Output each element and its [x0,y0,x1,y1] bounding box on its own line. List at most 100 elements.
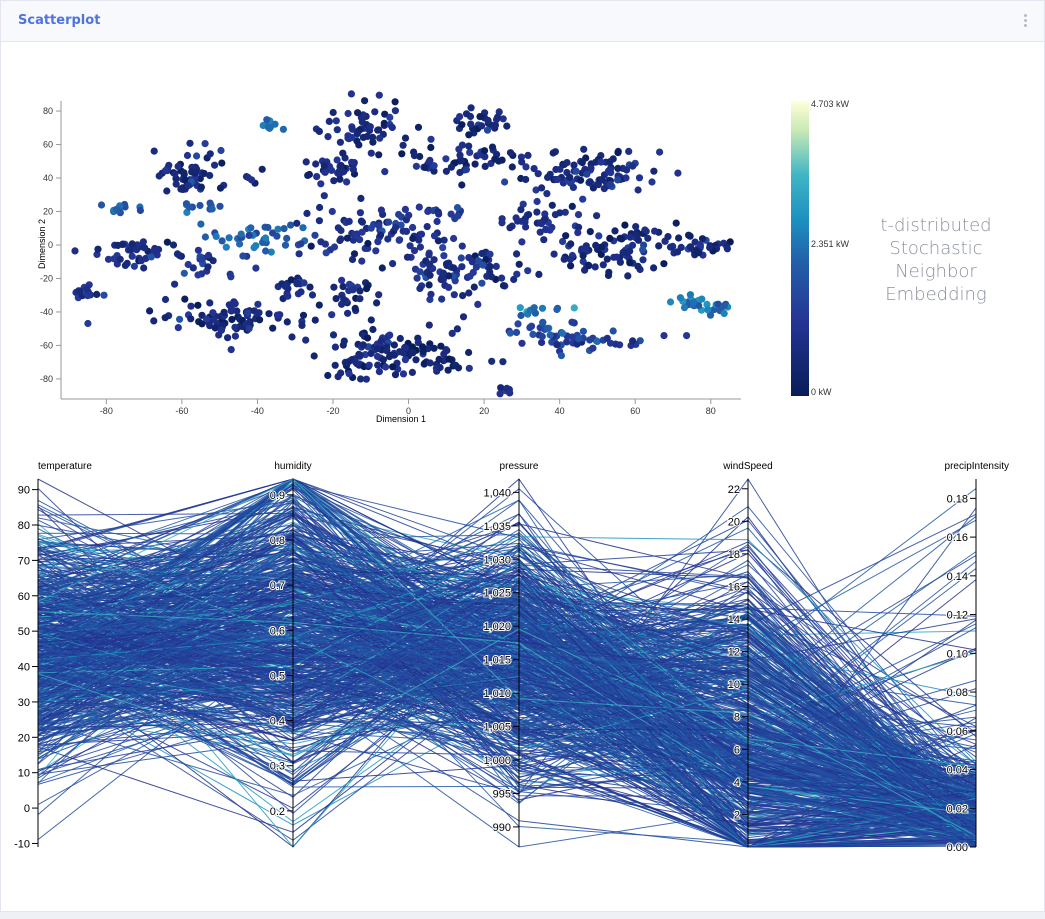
scatter-point[interactable] [174,162,182,170]
scatter-point[interactable] [273,232,281,240]
scatter-point[interactable] [450,291,458,299]
scatter-point[interactable] [330,177,338,185]
scatter-point[interactable] [632,223,640,231]
scatter-point[interactable] [399,349,407,357]
scatter-point[interactable] [427,143,435,152]
scatter-point[interactable] [425,281,433,289]
vertical-ellipsis-icon[interactable] [1019,13,1031,29]
scatter-point[interactable] [538,304,547,312]
scatter-point[interactable] [486,262,494,271]
scatter-point[interactable] [188,168,196,176]
scatter-point[interactable] [479,261,487,269]
scatter-point[interactable] [706,244,714,252]
scatter-point[interactable] [340,337,348,345]
scatter-point[interactable] [310,352,318,360]
scatter-point[interactable] [488,143,497,151]
scatter-point[interactable] [351,231,359,239]
scatter-point[interactable] [220,308,228,316]
scatter-point[interactable] [529,330,537,338]
scatter-point[interactable] [447,163,455,171]
scatter-point[interactable] [456,168,464,177]
scatter-point[interactable] [553,341,561,349]
scatter-point[interactable] [287,221,295,229]
scatter-point[interactable] [581,245,589,253]
scatter-point[interactable] [402,227,411,235]
scatter-point[interactable] [438,295,446,303]
scatter-point[interactable] [466,272,474,280]
scatter-point[interactable] [415,203,423,211]
scatter-point[interactable] [563,338,571,346]
scatter-point[interactable] [118,240,127,249]
scatter-point[interactable] [252,264,260,272]
scatter-point[interactable] [349,236,357,244]
scatter-point[interactable] [634,186,642,194]
scatter-point[interactable] [345,280,354,288]
scatter-point[interactable] [427,135,435,143]
scatter-point[interactable] [634,262,642,270]
scatter-point[interactable] [430,232,439,240]
scatter-point[interactable] [430,256,438,264]
scatter-point[interactable] [83,285,91,293]
scatter-point[interactable] [524,151,532,159]
scatter-point[interactable] [497,384,505,392]
scatter-point[interactable] [363,285,371,293]
scatter-point[interactable] [474,257,482,265]
scatter-point[interactable] [348,133,356,142]
scatter-point[interactable] [536,228,544,236]
scatter-point[interactable] [335,168,343,176]
scatter-point[interactable] [635,174,644,182]
scatter-point[interactable] [626,259,634,267]
scatter-point[interactable] [513,270,521,278]
scatter-point[interactable] [139,238,147,246]
scatter-point[interactable] [570,304,578,312]
scatter-point[interactable] [421,163,429,171]
scatter-point[interactable] [458,181,466,189]
scatter-point[interactable] [76,287,84,295]
scatter-point[interactable] [515,260,523,268]
scatter-point[interactable] [375,151,383,159]
scatter-point[interactable] [538,332,546,341]
scatter-point[interactable] [366,123,374,131]
scatter-point[interactable] [210,316,218,324]
scatter-point[interactable] [483,126,492,134]
scatter-point[interactable] [471,160,479,168]
scatter-point[interactable] [506,389,514,397]
scatter-point[interactable] [302,336,310,344]
scatter-point[interactable] [373,299,381,307]
scatter-point[interactable] [675,234,683,242]
scatter-point[interactable] [244,309,252,317]
scatter-point[interactable] [459,292,467,300]
scatter-point[interactable] [426,271,434,279]
scatter-point[interactable] [674,169,682,177]
scatter-point[interactable] [660,332,668,340]
scatter-point[interactable] [224,334,232,342]
scatter-point[interactable] [430,162,438,170]
scatter-point[interactable] [470,283,478,291]
scatter-point[interactable] [355,141,363,149]
scatter-point[interactable] [377,231,385,239]
scatter-point[interactable] [543,324,551,333]
scatter-point[interactable] [561,208,569,216]
scatter-point[interactable] [572,167,580,175]
scatter-point[interactable] [84,319,92,328]
scatter-point[interactable] [574,211,583,219]
scatter-point[interactable] [389,260,397,268]
scatter-point[interactable] [386,331,394,339]
scatter-point[interactable] [465,348,473,357]
scatter-point[interactable] [227,346,235,354]
scatter-point[interactable] [478,249,486,258]
scatter-point[interactable] [453,204,462,212]
scatter-point[interactable] [324,371,332,380]
scatter-point[interactable] [518,238,526,246]
scatter-point[interactable] [384,235,392,243]
scatter-point[interactable] [382,363,390,371]
scatter-point[interactable] [558,329,567,337]
scatter-point[interactable] [128,252,136,260]
scatter-point[interactable] [629,162,637,170]
scatter-point[interactable] [71,247,79,255]
scatter-point[interactable] [476,113,484,121]
scatter-point[interactable] [330,283,338,291]
scatter-point[interactable] [128,240,136,248]
scatter-point[interactable] [444,366,452,374]
scatter-point[interactable] [322,249,330,257]
